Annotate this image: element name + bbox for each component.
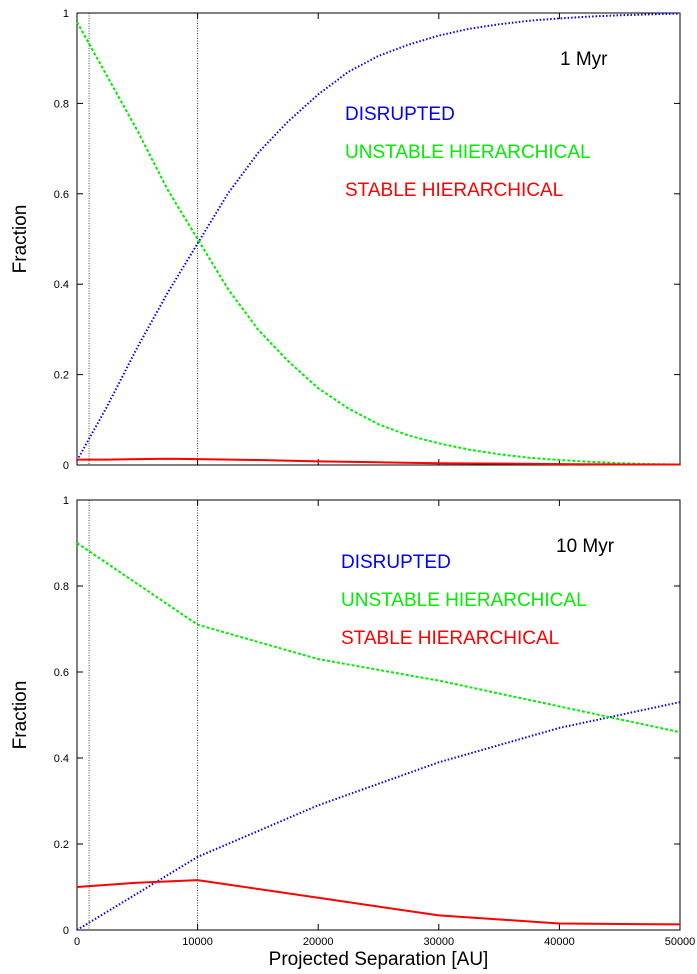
x-tick-label: 0	[74, 936, 80, 948]
series-line-unstable-hierarchical	[76, 542, 681, 734]
x-tick-label: 10000	[182, 936, 213, 948]
y-tick-label: 0.2	[54, 370, 69, 382]
y-tick-label: 1	[63, 8, 69, 20]
y-tick-label: 0	[63, 925, 69, 937]
y-tick-label: 0	[63, 460, 69, 472]
series-line-disrupted	[76, 701, 681, 931]
x-tick-label: 30000	[424, 936, 455, 948]
panel-annotation: 10 Myr	[556, 536, 615, 557]
plot-frame	[76, 499, 681, 931]
x-axis-label: Projected Separation [AU]	[269, 949, 489, 970]
y-tick-label: 0.2	[54, 839, 69, 851]
legend-entry-disrupted: DISRUPTED	[341, 552, 451, 573]
legend-entry-stable-hierarchical: STABLE HIERARCHICAL	[341, 628, 559, 649]
series-line-stable-hierarchical	[76, 879, 681, 926]
x-tick-label: 20000	[303, 936, 334, 948]
y-tick-label: 0.6	[54, 667, 69, 679]
y-axis-label: Fraction	[10, 681, 31, 750]
legend-entry-unstable-hierarchical: UNSTABLE HIERARCHICAL	[341, 590, 587, 611]
y-tick-label: 0.4	[54, 753, 69, 765]
series-line-unstable-hierarchical	[76, 21, 681, 466]
legend-entry-disrupted: DISRUPTED	[345, 104, 455, 125]
panel-annotation: 1 Myr	[560, 49, 608, 70]
y-axis-label: Fraction	[10, 205, 31, 274]
y-tick-label: 0.8	[54, 98, 69, 110]
y-tick-label: 1	[63, 495, 69, 507]
y-tick-label: 0.4	[54, 279, 69, 291]
series-line-stable-hierarchical	[77, 457, 680, 466]
x-tick-label: 40000	[544, 936, 575, 948]
plot-frame	[76, 12, 681, 466]
y-tick-label: 0.8	[54, 581, 69, 593]
y-tick-label: 0.6	[54, 189, 69, 201]
legend-entry-stable-hierarchical: STABLE HIERARCHICAL	[345, 180, 563, 201]
series-line-disrupted	[76, 12, 681, 461]
x-tick-label: 50000	[665, 936, 696, 948]
legend-entry-unstable-hierarchical: UNSTABLE HIERARCHICAL	[345, 142, 591, 163]
